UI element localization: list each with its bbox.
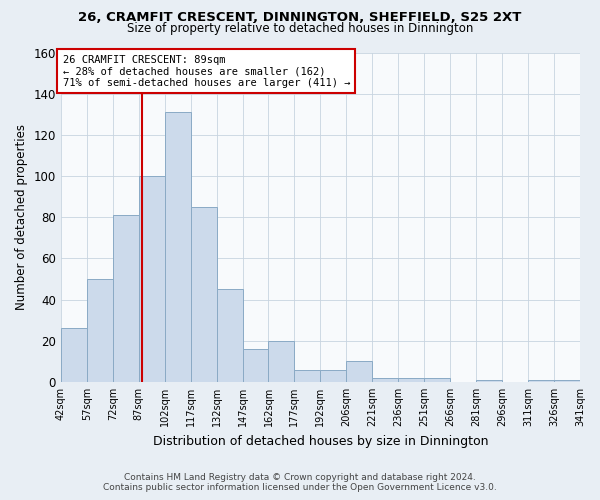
Bar — [164, 112, 191, 382]
Bar — [476, 380, 502, 382]
Bar — [295, 370, 320, 382]
Text: Size of property relative to detached houses in Dinnington: Size of property relative to detached ho… — [127, 22, 473, 35]
Text: Contains HM Land Registry data © Crown copyright and database right 2024.
Contai: Contains HM Land Registry data © Crown c… — [103, 473, 497, 492]
Bar — [320, 370, 346, 382]
Bar — [424, 378, 450, 382]
Text: 26, CRAMFIT CRESCENT, DINNINGTON, SHEFFIELD, S25 2XT: 26, CRAMFIT CRESCENT, DINNINGTON, SHEFFI… — [79, 11, 521, 24]
Bar — [61, 328, 87, 382]
Bar — [191, 207, 217, 382]
Y-axis label: Number of detached properties: Number of detached properties — [15, 124, 28, 310]
Bar — [87, 279, 113, 382]
X-axis label: Distribution of detached houses by size in Dinnington: Distribution of detached houses by size … — [152, 434, 488, 448]
Bar — [242, 349, 268, 382]
Bar — [528, 380, 554, 382]
Bar — [373, 378, 398, 382]
Bar — [554, 380, 580, 382]
Bar — [346, 362, 373, 382]
Bar — [268, 341, 295, 382]
Bar — [113, 215, 139, 382]
Text: 26 CRAMFIT CRESCENT: 89sqm
← 28% of detached houses are smaller (162)
71% of sem: 26 CRAMFIT CRESCENT: 89sqm ← 28% of deta… — [62, 54, 350, 88]
Bar — [398, 378, 424, 382]
Bar — [217, 290, 242, 382]
Bar — [139, 176, 164, 382]
